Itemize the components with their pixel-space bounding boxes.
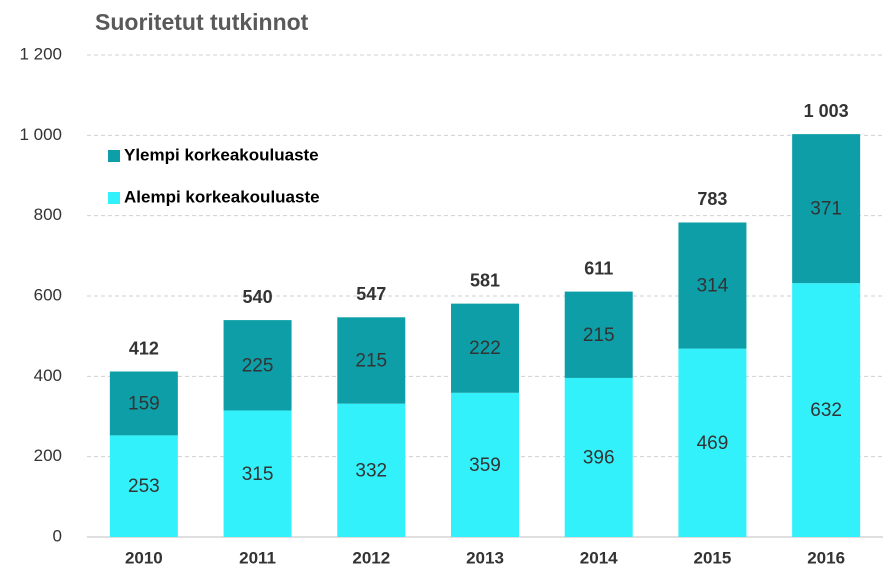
y-tick-label: 400 (34, 366, 62, 385)
bar-segment (337, 403, 406, 537)
x-tick-label: 2016 (807, 548, 845, 567)
value-label: 632 (810, 400, 842, 421)
bar-segment (678, 348, 747, 537)
y-tick-label: 1 000 (19, 125, 62, 144)
total-label: 412 (129, 338, 159, 358)
legend-label: Alempi korkeakouluaste (124, 187, 320, 206)
value-label: 314 (697, 276, 729, 297)
value-label: 396 (583, 447, 615, 468)
x-tick-label: 2013 (466, 548, 504, 567)
value-label: 253 (128, 476, 160, 497)
total-label: 611 (584, 258, 613, 278)
bar-segment (109, 371, 178, 436)
bar-segment (337, 317, 406, 404)
y-tick-label: 800 (34, 205, 62, 224)
total-label: 783 (697, 189, 727, 209)
value-label: 469 (697, 433, 729, 454)
value-label: 159 (128, 393, 160, 414)
value-label: 359 (469, 455, 501, 476)
bar-segment (792, 134, 861, 284)
total-label: 547 (356, 284, 386, 304)
value-label: 222 (469, 338, 501, 359)
bar-segment (564, 291, 633, 378)
value-label: 371 (810, 199, 842, 220)
value-label: 332 (355, 460, 387, 481)
value-label: 225 (242, 355, 274, 376)
x-tick-label: 2011 (239, 548, 276, 567)
y-tick-label: 1 200 (19, 44, 62, 63)
x-tick-label: 2015 (694, 548, 732, 567)
y-tick-label: 0 (53, 526, 62, 545)
total-label: 1 003 (804, 101, 849, 121)
bar-segment (223, 320, 292, 411)
bar-segment (451, 392, 519, 537)
bar-segment (451, 303, 519, 393)
x-tick-label: 2012 (352, 548, 390, 567)
x-tick-label: 2014 (580, 548, 618, 567)
value-label: 315 (242, 464, 274, 485)
value-label: 215 (355, 350, 387, 371)
x-tick-label: 2010 (125, 548, 163, 567)
bar-segment (678, 222, 747, 349)
chart-title: Suoritetut tutkinnot (95, 9, 309, 35)
bar-segment (109, 435, 178, 537)
bar-segment (223, 410, 292, 537)
legend-swatch (108, 150, 120, 162)
total-label: 540 (243, 287, 273, 307)
bar-segment (564, 377, 633, 537)
y-tick-label: 600 (34, 285, 62, 304)
legend-label: Ylempi korkeakouluaste (124, 145, 319, 164)
legend-swatch (108, 192, 120, 204)
bar-segment (792, 283, 861, 537)
value-label: 215 (583, 325, 615, 346)
y-tick-label: 200 (34, 446, 62, 465)
total-label: 581 (470, 270, 500, 290)
